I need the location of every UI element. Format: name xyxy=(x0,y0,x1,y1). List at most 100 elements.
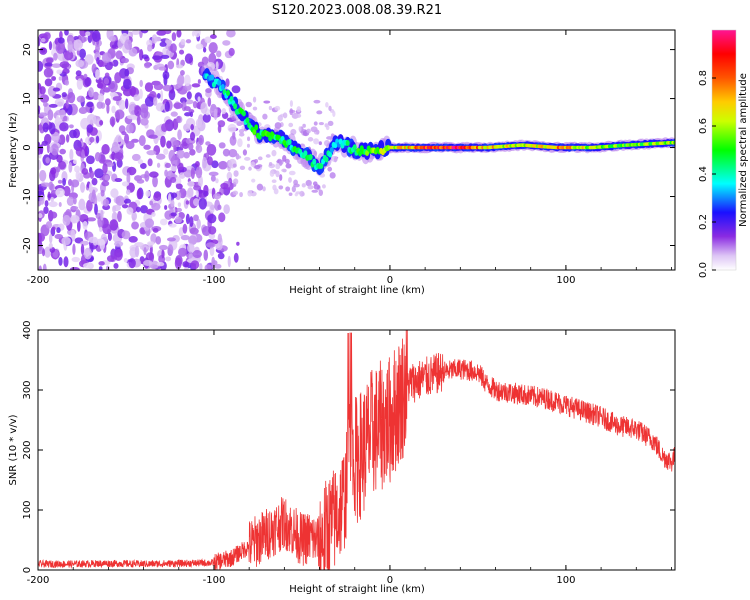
spectrogram-noise-blob xyxy=(43,101,48,107)
spectrogram-noise-blob xyxy=(148,134,158,139)
spectrogram-noise-blob xyxy=(208,226,217,235)
spectrogram-ridge-core xyxy=(226,89,231,96)
spectrogram-noise-blob xyxy=(104,174,110,181)
spectrogram-ridge-core xyxy=(241,110,246,117)
spectrogram-ridge-core xyxy=(217,79,222,86)
spectrogram-noise-blob xyxy=(213,108,218,121)
spectrogram-noise-blob xyxy=(307,185,314,190)
spectrogram-noise-blob xyxy=(44,78,53,87)
spectrogram-noise-blob xyxy=(282,154,287,162)
spectrogram-noise-blob xyxy=(151,34,158,44)
spectrogram-noise-blob xyxy=(121,181,130,187)
spectrogram-noise-blob xyxy=(310,126,318,133)
spectrogram-noise-blob xyxy=(99,119,104,126)
spectrogram-noise-blob xyxy=(71,179,80,188)
spectrogram-noise-blob xyxy=(208,42,218,54)
spectrogram-noise-blob xyxy=(183,169,193,178)
spectrogram-noise-blob xyxy=(244,156,251,161)
spectrogram-noise-blob xyxy=(257,156,263,161)
spectrogram-noise-blob xyxy=(185,200,190,205)
spectrogram-noise-blob xyxy=(122,78,132,90)
spectrogram-noise-blob xyxy=(144,62,151,69)
spectrogram-ridge-core xyxy=(365,150,370,157)
spectrogram-noise-blob xyxy=(126,172,131,185)
spectrogram-noise-blob xyxy=(61,92,67,98)
spectrogram-noise-blob xyxy=(167,193,172,204)
spectrogram-noise-blob xyxy=(215,242,223,251)
colorbar-tick-label: 0.4 xyxy=(698,166,709,182)
spectrogram-noise-blob xyxy=(211,160,219,169)
spectrogram-noise-blob xyxy=(285,163,292,169)
spectrogram-noise-blob xyxy=(176,149,185,159)
spectrogram-ridge-core xyxy=(329,146,334,153)
spectrogram-noise-blob xyxy=(178,247,188,257)
spectrogram-noise-blob xyxy=(236,155,242,159)
spectrogram-noise-blob xyxy=(163,148,169,155)
spectrogram-noise-blob xyxy=(51,226,56,231)
spectrogram-noise-blob xyxy=(169,207,174,214)
spectrogram-noise-blob xyxy=(190,260,200,270)
spectrogram-noise-blob xyxy=(96,192,102,202)
spectrogram-noise-blob xyxy=(50,143,59,156)
spectrogram-noise-blob xyxy=(170,155,180,167)
spectrogram-noise-blob xyxy=(99,239,106,251)
spectrogram-noise-blob xyxy=(40,94,50,103)
spectrogram-noise-blob xyxy=(56,227,61,234)
spectrogram-noise-blob xyxy=(152,227,159,233)
spectrogram-noise-blob xyxy=(195,144,203,154)
spectrogram-noise-blob xyxy=(43,67,54,78)
spectrogram-noise-blob xyxy=(217,204,222,211)
spectrogram-noise-blob xyxy=(206,156,213,166)
spectrogram-noise-blob xyxy=(38,232,43,244)
spectrogram-noise-blob xyxy=(158,66,167,71)
spectrogram-x-tick-label: -100 xyxy=(203,275,226,286)
spectrogram-noise-blob xyxy=(301,183,306,188)
spectrogram-noise-blob xyxy=(111,220,117,228)
spectrogram-noise-blob xyxy=(156,261,165,267)
spectrogram-noise-blob xyxy=(78,198,86,211)
spectrogram-noise-blob xyxy=(208,171,219,177)
spectrogram-noise-blob xyxy=(72,243,76,255)
spectrogram-noise-blob xyxy=(246,143,250,148)
spectrogram-noise-blob xyxy=(212,193,222,200)
spectrogram-noise-blob xyxy=(147,158,153,167)
colorbar-tick-label: 0.8 xyxy=(698,70,709,86)
spectrogram-noise-blob xyxy=(183,266,189,270)
spectrogram-noise-blob xyxy=(75,70,82,77)
spectrogram-noise-blob xyxy=(174,216,182,224)
spectrogram-noise-blob xyxy=(153,193,162,201)
spectrogram-noise-blob xyxy=(232,190,239,196)
snr-y-tick-label: 400 xyxy=(22,320,33,339)
spectrogram-noise-blob xyxy=(151,202,161,211)
spectrogram-noise-blob xyxy=(84,76,92,87)
spectrogram-noise-blob xyxy=(214,263,222,269)
spectrogram-noise-blob xyxy=(160,54,170,60)
spectrogram-noise-blob xyxy=(170,111,178,117)
spectrogram-noise-blob xyxy=(109,35,116,42)
spectrogram-noise-blob xyxy=(94,151,101,162)
spectrogram-noise-blob xyxy=(39,194,45,205)
spectrogram-noise-blob xyxy=(152,55,162,61)
spectrogram-noise-blob xyxy=(79,30,87,37)
spectrogram-noise-blob xyxy=(268,105,273,111)
spectrogram-noise-blob xyxy=(288,170,296,176)
spectrogram-noise-blob xyxy=(136,115,141,126)
spectrogram-noise-blob xyxy=(83,247,92,260)
spectrogram-noise-blob xyxy=(101,52,112,64)
spectrogram-noise-blob xyxy=(94,168,104,179)
spectrogram-noise-blob xyxy=(91,177,98,186)
spectrogram-noise-blob xyxy=(82,220,88,230)
spectrogram-noise-blob xyxy=(104,98,111,106)
spectrogram-noise-blob xyxy=(95,135,100,144)
spectrogram-noise-blob xyxy=(41,140,49,146)
spectrogram-noise-blob xyxy=(67,92,76,104)
spectrogram-noise-blob xyxy=(325,102,329,108)
spectrogram-noise-blob xyxy=(256,183,264,191)
spectrogram-noise-blob xyxy=(247,190,253,197)
spectrogram-noise-blob xyxy=(155,102,165,112)
spectrogram-noise-blob xyxy=(135,206,141,213)
spectrogram-noise-blob xyxy=(139,88,143,99)
spectrogram-noise-blob xyxy=(288,122,294,128)
spectrogram-noise-blob xyxy=(48,233,53,244)
